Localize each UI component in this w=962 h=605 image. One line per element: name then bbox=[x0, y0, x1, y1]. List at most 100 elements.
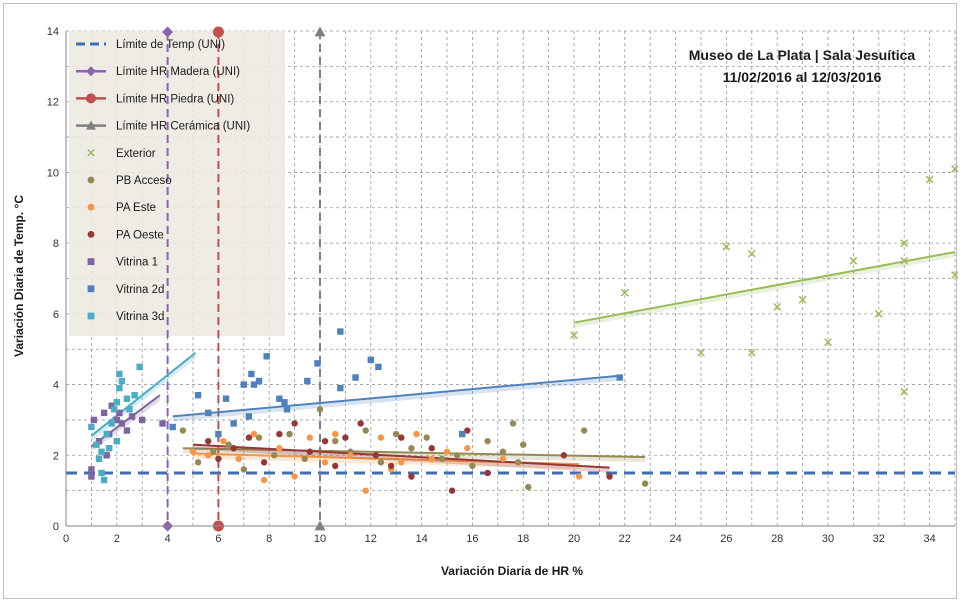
data-point bbox=[428, 445, 435, 452]
data-point bbox=[697, 348, 705, 357]
limit-endpoint-marker bbox=[314, 520, 326, 531]
x-tick-label: 32 bbox=[873, 533, 885, 545]
data-point bbox=[230, 420, 237, 427]
marker-stroke bbox=[87, 149, 95, 157]
data-point bbox=[575, 473, 583, 480]
data-point bbox=[220, 437, 227, 445]
marker-stroke bbox=[620, 288, 629, 297]
legend-entry: Exterior bbox=[87, 148, 156, 160]
data-point bbox=[306, 434, 314, 441]
marker-stroke bbox=[697, 348, 705, 357]
legend-marker-swatch bbox=[87, 231, 95, 238]
data-point bbox=[240, 381, 247, 388]
data-point bbox=[798, 295, 807, 304]
data-point bbox=[116, 370, 123, 378]
marker-stroke bbox=[951, 271, 959, 279]
marker-stroke bbox=[900, 256, 909, 265]
data-point bbox=[255, 434, 263, 441]
legend-marker-swatch bbox=[87, 312, 95, 320]
legend: Límite de Temp (UNI) Límite HR Madera (UN… bbox=[76, 39, 250, 323]
data-point bbox=[103, 452, 110, 459]
data-point bbox=[255, 377, 263, 385]
data-point bbox=[900, 256, 909, 265]
data-point bbox=[337, 328, 344, 335]
trendline bbox=[90, 394, 161, 448]
x-tick-label: 16 bbox=[466, 533, 478, 545]
marker-stroke bbox=[951, 164, 959, 173]
data-point bbox=[641, 480, 649, 487]
data-point bbox=[301, 455, 308, 463]
data-point bbox=[113, 416, 120, 424]
data-point bbox=[118, 377, 126, 385]
trendline-shadow bbox=[192, 454, 580, 470]
data-point bbox=[118, 420, 126, 427]
legend-entry: Vitrina 3d bbox=[87, 311, 164, 323]
data-point bbox=[459, 430, 466, 438]
marker-stroke bbox=[798, 295, 807, 304]
x-tick-label: 24 bbox=[669, 533, 681, 545]
data-point bbox=[235, 455, 242, 463]
axes: 0 2 4 6 8 10 12 14 16 18 20 22 24 26 28 30 32 34024681012… bbox=[47, 26, 955, 545]
data-point bbox=[116, 409, 123, 417]
data-point bbox=[393, 430, 400, 438]
marker-stroke bbox=[849, 256, 858, 265]
trendline bbox=[192, 443, 610, 469]
data-point bbox=[408, 445, 415, 452]
data-point bbox=[189, 448, 197, 455]
legend-entry: Vitrina 2d bbox=[87, 284, 164, 296]
trendline-shadow bbox=[182, 449, 646, 463]
data-point bbox=[250, 430, 258, 438]
data-point bbox=[560, 452, 568, 459]
legend-entry: PA Oeste bbox=[87, 229, 164, 241]
series-pa-este bbox=[189, 430, 583, 494]
x-tick-label: 8 bbox=[266, 533, 272, 545]
data-point bbox=[283, 406, 291, 413]
data-point bbox=[398, 459, 405, 466]
data-point bbox=[499, 448, 507, 455]
data-point bbox=[98, 469, 105, 477]
data-point bbox=[423, 434, 430, 441]
data-point bbox=[179, 427, 187, 434]
data-point bbox=[314, 360, 321, 367]
data-point bbox=[95, 455, 103, 463]
data-point bbox=[225, 441, 232, 448]
legend-label: PA Oeste bbox=[116, 229, 164, 241]
legend-marker-swatch bbox=[86, 93, 96, 104]
data-point bbox=[128, 413, 136, 420]
limit-lines bbox=[66, 26, 955, 532]
marker-stroke bbox=[747, 348, 756, 357]
legend-label: Exterior bbox=[116, 148, 156, 160]
x-tick-label: 20 bbox=[568, 533, 580, 545]
data-point bbox=[271, 452, 278, 459]
data-point bbox=[215, 455, 222, 463]
legend-label: Límite de Temp (UNI) bbox=[116, 39, 225, 51]
legend-label: Vitrina 1 bbox=[116, 257, 158, 269]
trendline-shadow bbox=[172, 376, 620, 422]
marker-stroke bbox=[900, 387, 909, 396]
data-point bbox=[205, 437, 212, 445]
data-point bbox=[464, 445, 471, 452]
x-tick-label: 0 bbox=[63, 533, 69, 545]
trendline bbox=[573, 250, 956, 324]
data-point bbox=[245, 413, 253, 420]
legend-background bbox=[69, 31, 285, 336]
data-point bbox=[113, 399, 120, 406]
marker-stroke bbox=[925, 175, 934, 184]
legend-marker-swatch bbox=[86, 120, 96, 130]
data-point bbox=[245, 434, 253, 441]
legend-marker-swatch bbox=[87, 285, 95, 293]
data-point bbox=[131, 391, 138, 399]
data-point bbox=[88, 473, 95, 480]
data-point bbox=[413, 430, 420, 438]
data-point bbox=[620, 288, 629, 297]
data-point bbox=[240, 466, 247, 473]
data-point bbox=[321, 459, 329, 466]
data-point bbox=[428, 455, 435, 463]
marker-stroke bbox=[722, 242, 731, 251]
marker-stroke bbox=[773, 302, 782, 311]
data-point bbox=[93, 441, 100, 448]
legend-marker-swatch bbox=[86, 66, 96, 77]
data-point bbox=[105, 445, 113, 452]
x-tick-label: 18 bbox=[517, 533, 529, 545]
data-point bbox=[747, 348, 756, 357]
